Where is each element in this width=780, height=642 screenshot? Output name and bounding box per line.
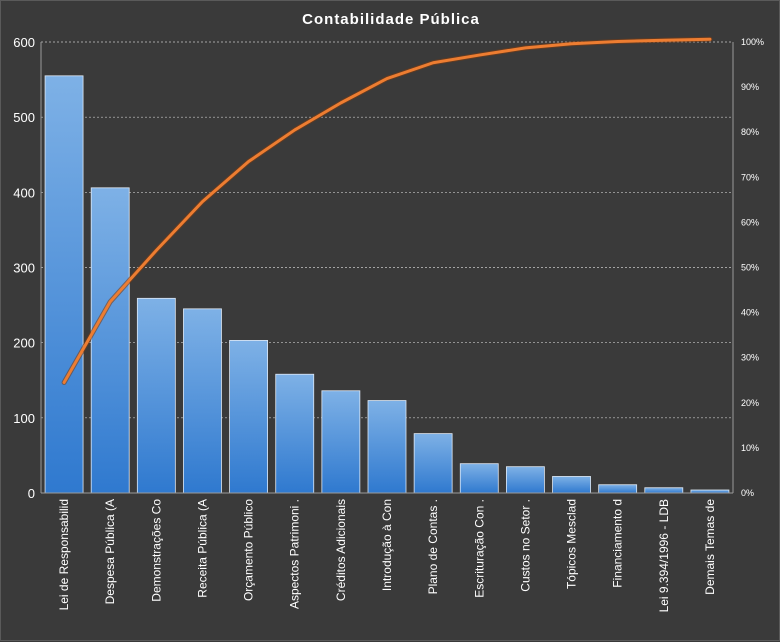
x-tick-label: Tópicos Mesclad	[565, 499, 579, 589]
x-tick-label: Lei de Responsabilid	[57, 499, 71, 610]
bar-10	[459, 463, 499, 494]
y2-tick-label: 90%	[741, 82, 759, 92]
bar-11	[505, 466, 545, 494]
bars	[44, 75, 730, 494]
y2-tick-label: 20%	[741, 398, 759, 408]
y-tick-label: 600	[13, 35, 35, 50]
y2-tick-label: 10%	[741, 443, 759, 453]
x-tick-label: Despesa Pública (A	[103, 499, 117, 604]
x-tick-label: Créditos Adicionais	[334, 499, 348, 601]
y-tick-label: 0	[28, 486, 35, 501]
x-tick-label: Receita Pública (A	[195, 499, 209, 598]
bar-13	[598, 484, 638, 494]
y-tick-label: 500	[13, 110, 35, 125]
bar-7	[321, 390, 361, 494]
y2-tick-label: 70%	[741, 172, 759, 182]
cumulative-line	[61, 36, 713, 386]
y2-tick-label: 60%	[741, 217, 759, 227]
bar-6	[275, 373, 315, 494]
y-tick-label: 100	[13, 411, 35, 426]
y2-axis: 0% 10% 20% 30% 40% 50% 60% 70% 80% 90% 100%	[732, 37, 764, 498]
y2-tick-label: 80%	[741, 127, 759, 137]
bar-12	[552, 476, 591, 494]
x-tick-label: Demais Temas de	[703, 499, 717, 595]
y-axis: 0 100 200 300 400 500 600	[13, 35, 42, 501]
bar-2	[90, 187, 130, 494]
y-tick-label: 300	[13, 261, 35, 276]
x-tick-label: Orçamento Público	[242, 499, 256, 601]
x-axis: Lei de Responsabilid Despesa Pública (A De…	[41, 492, 733, 612]
y2-tick-label: 100%	[741, 37, 764, 47]
chart-title: Contabilidade Pública	[302, 11, 480, 28]
y2-tick-label: 0%	[741, 488, 754, 498]
y-tick-label: 400	[13, 185, 35, 200]
bar-14	[644, 487, 684, 494]
y2-tick-label: 30%	[741, 353, 759, 363]
x-tick-label: Financiamento d	[611, 499, 625, 588]
cumulative-line-path	[62, 37, 712, 385]
y-tick-label: 200	[13, 336, 35, 351]
bar-1	[44, 75, 84, 494]
x-tick-label: Introdução à Con	[380, 499, 394, 591]
x-tick-label: Aspectos Patrimoni .	[288, 499, 302, 609]
bar-5	[229, 340, 269, 494]
bar-3	[136, 297, 176, 494]
x-tick-label: Demonstrações Co	[149, 499, 163, 602]
x-tick-label: Escrituração Con .	[472, 499, 486, 598]
bar-8	[367, 400, 407, 494]
x-tick-label: Custos no Setor .	[518, 499, 532, 592]
x-tick-label: Lei 9.394/1996 - LDB	[657, 499, 671, 612]
y2-tick-label: 50%	[741, 263, 759, 273]
bar-4	[183, 308, 222, 494]
y2-tick-label: 40%	[741, 308, 759, 318]
bar-9	[413, 433, 453, 494]
x-tick-label: Plano de Contas .	[426, 499, 440, 594]
